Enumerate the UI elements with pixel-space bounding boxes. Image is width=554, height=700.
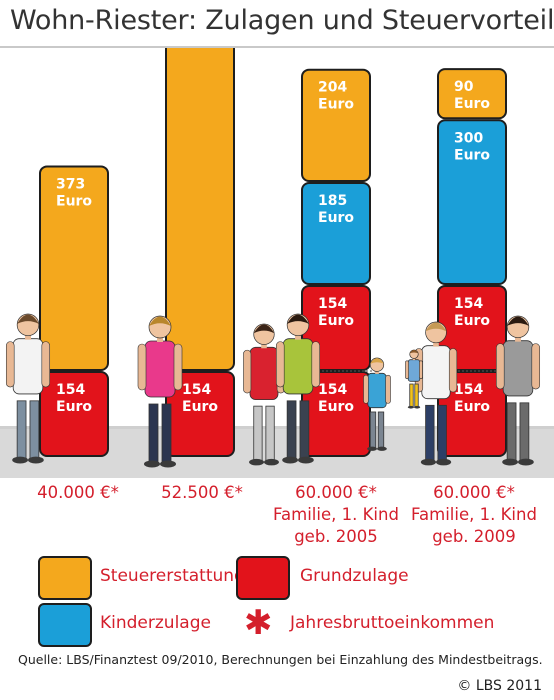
category-label-3: 60.000 €* Familie, 1. Kind geb. 2005	[273, 483, 399, 546]
bar-unit-4-1: Euro	[454, 399, 490, 415]
bar-unit-4-4: Euro	[454, 96, 490, 112]
bar-value-3-2: 154	[318, 296, 347, 312]
copyright: © LBS 2011	[457, 678, 542, 694]
bar-unit-3-3: Euro	[318, 210, 354, 226]
bar-value-1-1: 154	[56, 382, 85, 398]
legend-label-grundzulage: Grundzulage	[300, 566, 409, 586]
bar-value-4-4: 90	[454, 79, 474, 95]
bar-value-3-4: 204	[318, 80, 347, 96]
bar-unit-3-2: Euro	[318, 313, 354, 329]
legend-swatch-steuererstattung	[38, 556, 92, 600]
bar-unit-1-1: Euro	[56, 399, 92, 415]
legend-label-jahresbruttoeinkommen: Jahresbruttoeinkommen	[290, 613, 495, 633]
legend-label-steuererstattung: Steuererstattung	[100, 566, 245, 586]
bar-unit-3-4: Euro	[318, 97, 354, 113]
bar-value-4-2: 154	[454, 296, 483, 312]
bar-unit-1-2: Euro	[56, 193, 92, 209]
person-child-3	[363, 357, 391, 451]
category-label-1: 40.000 €*	[37, 483, 119, 502]
bar-4-kinderzulage-3	[437, 119, 507, 285]
bar-unit-4-3: Euro	[454, 147, 490, 163]
bar-3-steuererstattung-4	[301, 68, 371, 183]
person-man-4	[495, 315, 541, 466]
bar-1-grundzulage-1	[39, 370, 109, 457]
bar-value-1-2: 373	[56, 176, 85, 192]
bar-unit-3-1: Euro	[318, 399, 354, 415]
person-man-1	[5, 313, 51, 464]
asterisk-icon: ✱	[244, 603, 273, 643]
person-woman-2	[137, 315, 183, 468]
bar-value-3-3: 185	[318, 193, 347, 209]
category-label-2: 52.500 €*	[161, 483, 243, 502]
bar-value-4-1: 154	[454, 382, 483, 398]
title-bar: Wohn-Riester: Zulagen und Steuervorteile	[0, 0, 554, 48]
source-note: Quelle: LBS/Finanztest 09/2010, Berechnu…	[18, 652, 543, 667]
bar-4-steuererstattung-4	[437, 68, 507, 120]
legend-swatch-kinderzulage	[38, 603, 92, 647]
bar-value-3-1: 154	[318, 382, 347, 398]
legend-swatch-grundzulage	[236, 556, 290, 600]
legend-label-kinderzulage: Kinderzulage	[100, 613, 211, 633]
bar-unit-4-2: Euro	[454, 313, 490, 329]
person-man-3	[275, 313, 321, 464]
bar-3-kinderzulage-3	[301, 182, 371, 285]
bar-unit-2-1: Euro	[182, 399, 218, 415]
bar-value-4-3: 300	[454, 130, 483, 146]
category-label-4: 60.000 €* Familie, 1. Kind geb. 2009	[411, 483, 537, 546]
bar-value-2-1: 154	[182, 382, 211, 398]
chart-title: Wohn-Riester: Zulagen und Steuervorteile	[10, 5, 554, 36]
bar-2-steuererstattung-2	[165, 48, 235, 371]
floor-edge	[0, 426, 554, 429]
chart-area: 154Euro373Euro154Euro674Euro154Euro154Eu…	[0, 48, 554, 478]
person-baby-4	[405, 349, 423, 409]
bar-1-steuererstattung-2	[39, 165, 109, 371]
